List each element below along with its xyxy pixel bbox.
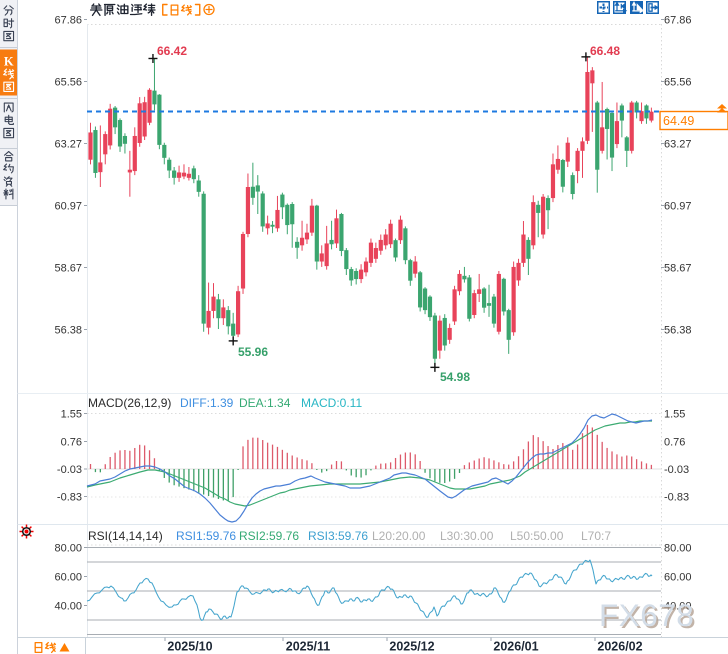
svg-text:67.86: 67.86 [54,15,82,27]
svg-text:DIFF:1.39: DIFF:1.39 [180,396,234,410]
svg-text:-0.83: -0.83 [664,492,689,504]
svg-text:60.97: 60.97 [664,201,692,213]
svg-text:RSI3:59.76: RSI3:59.76 [308,529,368,543]
svg-text:-0.83: -0.83 [57,492,82,504]
svg-text:40.00: 40.00 [54,601,82,613]
svg-text:60.97: 60.97 [54,201,82,213]
svg-text:RSI(14,14,14): RSI(14,14,14) [88,529,163,543]
svg-text:64.49: 64.49 [663,114,694,128]
svg-text:55.96: 55.96 [238,345,268,359]
svg-text:66.42: 66.42 [157,44,187,58]
svg-text:2026/02: 2026/02 [597,640,642,654]
svg-text:58.67: 58.67 [664,263,692,275]
svg-text:80.00: 80.00 [664,543,692,555]
svg-text:MACD:0.11: MACD:0.11 [301,396,362,410]
svg-text:63.27: 63.27 [54,139,82,151]
svg-text:2025/10: 2025/10 [167,640,212,654]
svg-text:2026/01: 2026/01 [493,640,538,654]
svg-text:FX678: FX678 [601,599,696,635]
svg-text:-0.03: -0.03 [57,464,82,476]
svg-text:0.76: 0.76 [61,436,82,448]
svg-text:58.67: 58.67 [54,263,82,275]
svg-text:67.86: 67.86 [664,15,692,27]
svg-text:65.56: 65.56 [664,77,692,89]
svg-text:40.00: 40.00 [664,601,692,613]
svg-text:L50:50.00: L50:50.00 [510,529,564,543]
svg-text:FX678: FX678 [599,597,694,633]
svg-text:-0.03: -0.03 [664,464,689,476]
svg-text:L20:20.00: L20:20.00 [372,529,426,543]
svg-text:2025/11: 2025/11 [286,640,331,654]
svg-text:80.00: 80.00 [54,543,82,555]
svg-text:L70:7: L70:7 [581,529,611,543]
svg-text:L30:30.00: L30:30.00 [440,529,494,543]
svg-text:RSI1:59.76: RSI1:59.76 [176,529,236,543]
svg-text:1.55: 1.55 [61,409,82,421]
svg-text:60.00: 60.00 [664,572,692,584]
svg-text:2025/12: 2025/12 [389,640,434,654]
svg-text:0.76: 0.76 [664,436,685,448]
svg-text:60.00: 60.00 [54,572,82,584]
svg-text:63.27: 63.27 [664,139,692,151]
svg-text:66.48: 66.48 [590,44,620,58]
svg-text:DEA:1.34: DEA:1.34 [239,396,291,410]
svg-text:65.56: 65.56 [54,77,82,89]
svg-text:56.38: 56.38 [54,325,82,337]
svg-text:K: K [4,55,14,69]
svg-text:1.55: 1.55 [664,409,685,421]
svg-text:MACD(26,12,9): MACD(26,12,9) [88,396,171,410]
svg-text:56.38: 56.38 [664,325,692,337]
svg-text:54.98: 54.98 [440,370,470,384]
svg-text:RSI2:59.76: RSI2:59.76 [239,529,299,543]
